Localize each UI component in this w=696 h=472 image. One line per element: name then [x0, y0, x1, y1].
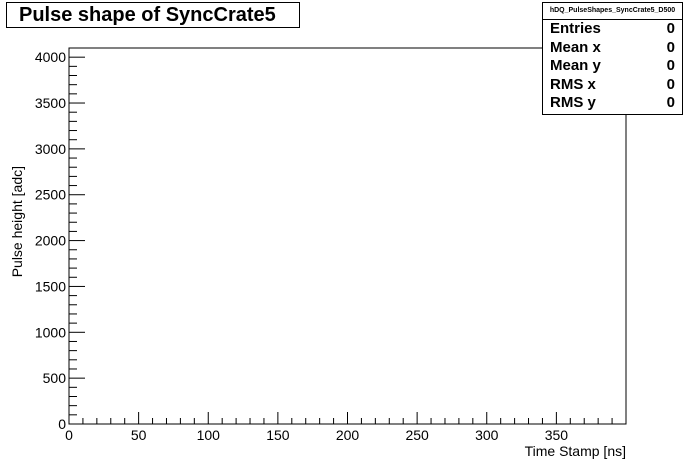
y-tick-label: 1500: [35, 278, 66, 294]
stats-row-entries: Entries 0: [543, 20, 682, 39]
y-tick-label: 0: [58, 416, 66, 432]
y-tick-label: 1000: [35, 324, 66, 340]
stats-label: Mean y: [550, 57, 601, 74]
x-tick-label: 0: [65, 427, 73, 443]
stats-value: 0: [666, 57, 675, 74]
x-axis-title: Time Stamp [ns]: [525, 443, 626, 459]
stats-row-rms-y: RMS y 0: [543, 94, 682, 113]
y-axis-title: Pulse height [adc]: [9, 166, 25, 277]
x-axis: 0 50 100 150 200 250 300 350: [65, 412, 627, 443]
stats-value: 0: [666, 94, 675, 111]
stats-row-mean-y: Mean y 0: [543, 57, 682, 76]
stats-label: Mean x: [550, 38, 601, 56]
stats-row-mean-x: Mean x 0: [543, 39, 682, 58]
stats-value: 0: [666, 75, 675, 93]
y-tick-label: 3000: [35, 141, 66, 157]
y-tick-label: 500: [43, 370, 67, 386]
stats-value: 0: [666, 20, 675, 37]
chart-title: Pulse shape of SyncCrate5: [6, 2, 300, 28]
y-tick-label: 3500: [35, 95, 66, 111]
x-tick-label: 350: [545, 427, 569, 443]
x-tick-label: 250: [405, 427, 429, 443]
x-tick-label: 300: [475, 427, 499, 443]
stats-label: RMS y: [550, 94, 596, 111]
x-tick-label: 150: [266, 427, 290, 443]
stats-row-rms-x: RMS x 0: [543, 76, 682, 95]
stats-label: Entries: [550, 20, 601, 37]
stats-box: hDQ_PulseShapes_SyncCrate5_D500 Entries …: [542, 2, 683, 115]
x-tick-label: 100: [197, 427, 221, 443]
y-tick-label: 2500: [35, 187, 66, 203]
stats-histogram-name: hDQ_PulseShapes_SyncCrate5_D500: [543, 3, 682, 20]
y-tick-label: 2000: [35, 233, 66, 249]
x-tick-label: 200: [336, 427, 360, 443]
y-tick-label: 4000: [35, 49, 66, 65]
stats-value: 0: [666, 38, 675, 56]
stats-label: RMS x: [550, 75, 596, 93]
y-axis: 0 500 1000 1500 2000 2500 3000 3500 4000: [35, 47, 85, 432]
x-tick-label: 50: [131, 427, 147, 443]
